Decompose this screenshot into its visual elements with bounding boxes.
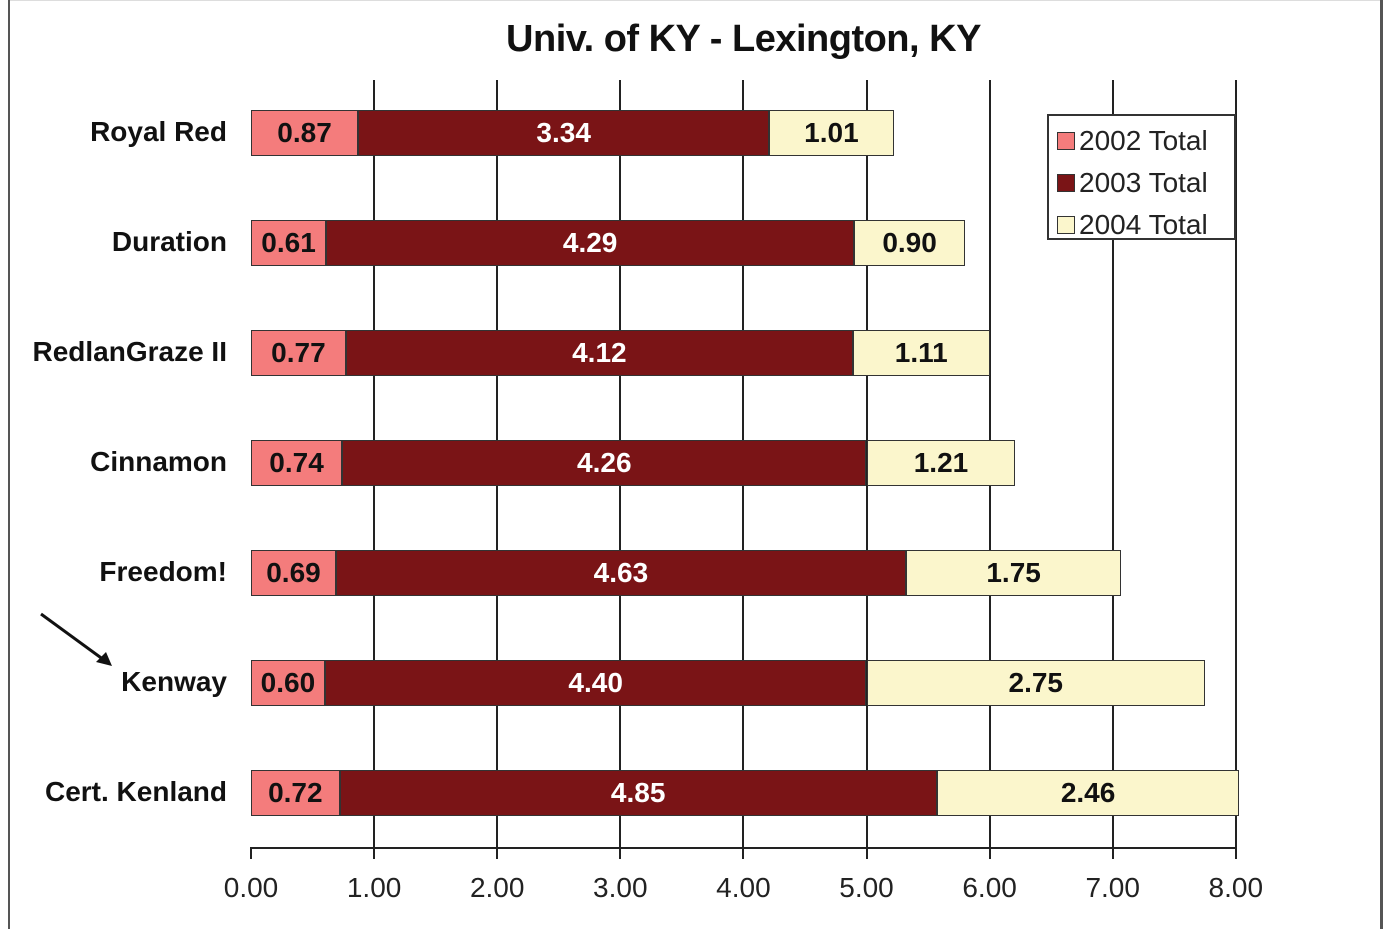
bar-segment-2002: 0.61 xyxy=(251,220,327,266)
x-axis-tick xyxy=(1111,847,1114,859)
bar-segment-2004: 0.90 xyxy=(854,220,965,266)
bar-segment-2003: 4.63 xyxy=(335,550,906,596)
x-axis-tick-label: 6.00 xyxy=(962,872,1017,903)
bar-segment-2003: 4.29 xyxy=(326,220,855,266)
bar-segment-2004: 2.75 xyxy=(866,660,1206,706)
bar-segment-2003: 3.34 xyxy=(358,110,770,156)
frame-right-border xyxy=(1380,0,1383,929)
legend-swatch-2003 xyxy=(1057,174,1075,192)
legend-item-2002: 2002 Total xyxy=(1049,120,1234,162)
legend-label: 2002 Total xyxy=(1079,125,1208,156)
x-axis-tick xyxy=(1234,847,1237,859)
bar-segment-2003: 4.26 xyxy=(342,440,867,486)
x-axis-tick-label: 2.00 xyxy=(469,872,525,903)
arrow-annotation-icon xyxy=(40,612,112,666)
category-label: Duration xyxy=(111,226,227,257)
bar-segment-2003: 4.85 xyxy=(339,770,937,816)
legend-item-2003: 2003 Total xyxy=(1049,162,1234,204)
legend-label: 2003 Total xyxy=(1079,167,1208,198)
category-label: Cinnamon xyxy=(90,446,227,477)
bar-segment-2002: 0.87 xyxy=(251,110,359,156)
legend: 2002 Total 2003 Total 2004 Total xyxy=(1047,114,1236,240)
category-label: RedlanGraze II xyxy=(32,336,227,367)
x-axis-tick xyxy=(373,847,376,859)
category-label: Royal Red xyxy=(90,116,227,147)
category-label: Kenway xyxy=(121,666,227,697)
bar-segment-2003: 4.40 xyxy=(324,660,867,706)
x-axis-tick-label: 0.00 xyxy=(223,872,279,903)
x-axis-tick xyxy=(865,847,868,859)
frame-top-border xyxy=(10,0,1380,1)
x-axis-tick-label: 7.00 xyxy=(1085,872,1140,903)
x-axis-tick-label: 3.00 xyxy=(593,872,648,903)
category-label: Freedom! xyxy=(99,556,227,587)
gridline xyxy=(1111,80,1114,847)
chart-title: Univ. of KY - Lexington, KY xyxy=(506,18,981,60)
bar-segment-2002: 0.72 xyxy=(251,770,340,816)
legend-swatch-2004 xyxy=(1057,216,1075,234)
bar-segment-2004: 1.01 xyxy=(769,110,894,156)
legend-item-2004: 2004 Total xyxy=(1049,204,1234,246)
bar-segment-2002: 0.69 xyxy=(251,550,336,596)
x-axis-tick xyxy=(988,847,991,859)
x-axis-tick-label: 5.00 xyxy=(839,872,894,903)
x-axis-tick-label: 4.00 xyxy=(716,872,771,903)
bar-segment-2004: 2.46 xyxy=(936,770,1240,816)
x-axis-tick xyxy=(742,847,745,859)
category-label: Cert. Kenland xyxy=(44,776,227,807)
x-axis-tick-label: 8.00 xyxy=(1208,872,1264,903)
bar-segment-2004: 1.21 xyxy=(866,440,1016,486)
bar-segment-2003: 4.12 xyxy=(345,330,853,376)
x-axis-tick xyxy=(496,847,499,859)
legend-swatch-2002 xyxy=(1057,132,1075,150)
x-axis-tick xyxy=(619,847,622,859)
bar-segment-2002: 0.60 xyxy=(251,660,325,706)
frame-left-border xyxy=(8,0,10,929)
bar-segment-2002: 0.77 xyxy=(251,330,346,376)
gridline xyxy=(1234,80,1237,847)
bar-segment-2004: 1.75 xyxy=(905,550,1122,596)
x-axis-tick xyxy=(250,847,252,859)
legend-label: 2004 Total xyxy=(1079,209,1208,240)
bar-segment-2002: 0.74 xyxy=(251,440,343,486)
x-axis-tick-label: 1.00 xyxy=(346,872,402,903)
bar-segment-2004: 1.11 xyxy=(852,330,990,376)
